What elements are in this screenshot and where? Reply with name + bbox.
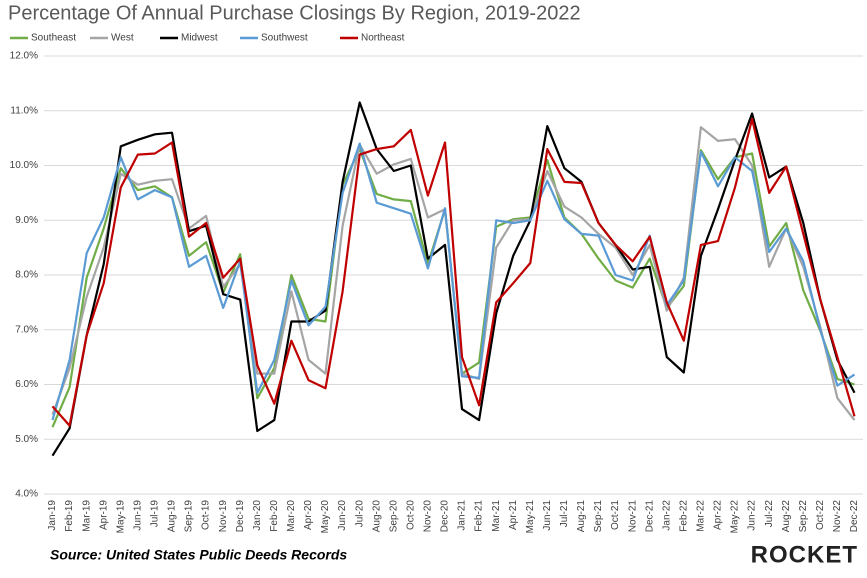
source-note: Source: United States Public Deeds Recor… bbox=[50, 547, 347, 563]
x-tick-label: Feb-20 bbox=[269, 500, 280, 532]
x-tick-label: Aug-21 bbox=[576, 500, 587, 533]
x-tick-label: Jul-20 bbox=[354, 500, 365, 528]
legend-label: Southeast bbox=[31, 33, 76, 44]
x-tick-label: Feb-21 bbox=[474, 500, 485, 532]
chart-title: Percentage Of Annual Purchase Closings B… bbox=[8, 2, 581, 24]
x-tick-label: May-21 bbox=[525, 500, 536, 534]
series-line bbox=[51, 126, 856, 421]
series-line bbox=[51, 101, 856, 457]
x-tick-label: Aug-22 bbox=[781, 500, 792, 533]
y-tick-label: 11.0% bbox=[10, 105, 38, 116]
x-tick-label: Dec-22 bbox=[849, 500, 860, 533]
x-tick-label: Apr-19 bbox=[98, 500, 109, 530]
series-line bbox=[51, 142, 856, 421]
x-tick-label: Oct-20 bbox=[405, 500, 416, 530]
x-tick-label: Apr-21 bbox=[508, 500, 519, 530]
x-tick-label: Apr-22 bbox=[713, 500, 724, 530]
x-tick-label: Jul-22 bbox=[764, 500, 775, 528]
y-tick-label: 7.0% bbox=[15, 324, 38, 335]
x-tick-label: Feb-22 bbox=[678, 500, 689, 532]
legend-label: Northeast bbox=[361, 33, 405, 44]
x-tick-label: Jun-20 bbox=[337, 500, 348, 531]
y-tick-label: 4.0% bbox=[15, 489, 38, 500]
x-tick-label: Oct-21 bbox=[610, 500, 621, 530]
legend-label: Midwest bbox=[181, 33, 218, 44]
x-tick-label: Sep-20 bbox=[388, 500, 399, 533]
x-tick-label: Dec-20 bbox=[440, 500, 451, 533]
x-tick-label: Jun-22 bbox=[747, 500, 758, 531]
x-tick-label: Nov-22 bbox=[832, 500, 843, 533]
x-tick-label: Jul-21 bbox=[559, 500, 570, 528]
x-tick-label: Nov-21 bbox=[627, 500, 638, 533]
x-tick-label: Jan-22 bbox=[661, 500, 672, 531]
legend-label: Southwest bbox=[261, 33, 308, 44]
x-tick-label: Sep-22 bbox=[798, 500, 809, 533]
x-tick-label: Mar-19 bbox=[81, 500, 92, 532]
x-tick-label: Jun-21 bbox=[542, 500, 553, 531]
x-tick-label: Sep-19 bbox=[184, 500, 195, 533]
x-tick-label: Jan-19 bbox=[47, 500, 58, 531]
x-tick-label: Sep-21 bbox=[593, 500, 604, 533]
y-tick-label: 6.0% bbox=[15, 379, 38, 390]
y-tick-label: 5.0% bbox=[15, 434, 38, 445]
x-tick-label: Jul-19 bbox=[150, 500, 161, 528]
x-tick-label: Dec-21 bbox=[644, 500, 655, 533]
x-tick-label: Jan-21 bbox=[457, 500, 468, 531]
x-tick-label: Nov-19 bbox=[218, 500, 229, 533]
x-tick-label: Nov-20 bbox=[423, 500, 434, 533]
legend-label: West bbox=[111, 33, 134, 44]
logo: ROCKET bbox=[751, 541, 858, 568]
y-tick-label: 12.0% bbox=[10, 51, 38, 62]
x-tick-label: Feb-19 bbox=[64, 500, 75, 532]
x-tick-label: Apr-20 bbox=[303, 500, 314, 530]
x-tick-label: May-20 bbox=[320, 500, 331, 534]
x-tick-label: Aug-19 bbox=[167, 500, 178, 533]
x-tick-label: May-22 bbox=[730, 500, 741, 534]
x-tick-label: Mar-22 bbox=[696, 500, 707, 532]
x-tick-label: May-19 bbox=[115, 500, 126, 534]
x-tick-label: Oct-22 bbox=[815, 500, 826, 530]
x-tick-label: Oct-19 bbox=[201, 500, 212, 530]
x-tick-label: Aug-20 bbox=[371, 500, 382, 533]
x-tick-label: Mar-20 bbox=[286, 500, 297, 532]
y-tick-label: 9.0% bbox=[15, 215, 38, 226]
x-tick-label: Mar-21 bbox=[491, 500, 502, 532]
y-tick-label: 10.0% bbox=[10, 160, 38, 171]
x-tick-label: Jan-20 bbox=[252, 500, 263, 531]
x-tick-label: Jun-19 bbox=[132, 500, 143, 531]
y-tick-label: 8.0% bbox=[15, 270, 38, 281]
x-tick-label: Dec-19 bbox=[235, 500, 246, 533]
series-line bbox=[51, 117, 856, 427]
